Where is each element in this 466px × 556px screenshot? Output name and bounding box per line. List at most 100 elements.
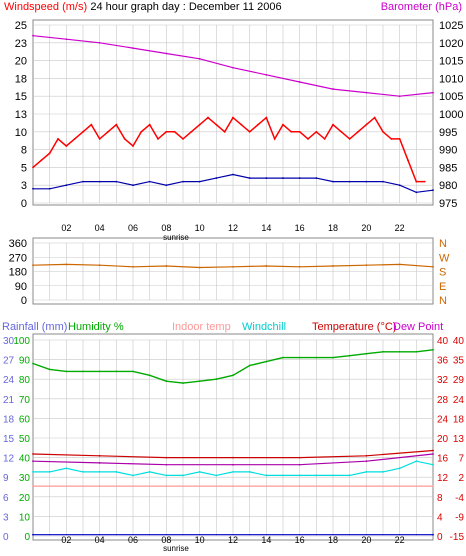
indoor-temp-line-point xyxy=(365,485,368,488)
average-wind-line-point xyxy=(315,177,318,179)
y-tick-rainfall: 9 xyxy=(3,473,9,484)
y-tick-windspeed: 23 xyxy=(15,38,27,50)
windspeed-axis-label: Windspeed (m/s) xyxy=(4,1,87,13)
windchill-line-point xyxy=(382,470,384,473)
panel-direction-frame xyxy=(32,237,434,305)
indoor-temp-line-point xyxy=(232,485,234,488)
windspeed-line xyxy=(32,116,425,183)
y-tick-compass: N xyxy=(439,238,447,250)
windchill-line-point xyxy=(265,474,268,477)
y-tick-humidity: 40 xyxy=(19,454,31,465)
windchill-line-point xyxy=(98,470,101,473)
windspeed-line-point xyxy=(390,138,393,140)
barometer-line-point xyxy=(398,95,401,98)
windspeed-line-point xyxy=(157,138,159,140)
legend-humidity: Humidity % xyxy=(68,321,124,333)
y-tick-rainfall: 18 xyxy=(3,414,15,425)
y-tick-direction: 90 xyxy=(15,281,27,293)
y-tick-temp-c: 20 xyxy=(437,434,449,445)
legend-dew-point: Dew Point xyxy=(393,321,443,333)
panel-wind-ticks: 2523201815131085301025102010151010100510… xyxy=(15,20,464,233)
average-wind-line-point xyxy=(82,180,84,183)
barometer-line-point xyxy=(98,41,101,44)
y-tick-humidity: 10 xyxy=(19,512,31,523)
windspeed-line-point xyxy=(165,130,168,133)
y-tick-rainfall: 15 xyxy=(3,434,15,445)
y-tick-rainfall: 12 xyxy=(3,454,15,465)
x-tick-label: 10 xyxy=(195,223,205,233)
average-wind-line-point xyxy=(248,177,251,179)
panel-direction-series xyxy=(32,263,434,269)
windspeed-line-point xyxy=(415,180,418,183)
x-tick-label: 08 xyxy=(161,535,171,545)
y-tick-temp: 2 xyxy=(458,473,464,484)
x-tick-label: 12 xyxy=(228,535,238,545)
humidity-line-point xyxy=(82,370,84,373)
y-tick-temp-c: 8 xyxy=(437,493,443,504)
y-tick-compass: E xyxy=(439,281,446,293)
dew-point-line-point xyxy=(232,463,234,466)
windspeed-line-point xyxy=(307,138,309,140)
wind-direction-line-point xyxy=(232,265,234,268)
y-tick-barometer: 995 xyxy=(439,127,457,139)
humidity-line-point xyxy=(432,348,434,351)
windchill-line-point xyxy=(415,460,418,463)
windspeed-line-point xyxy=(132,145,134,147)
y-tick-temp: 24 xyxy=(453,395,465,406)
temperature-c-line-point xyxy=(232,456,234,459)
windspeed-line-point xyxy=(223,130,226,133)
x-tick-label: 10 xyxy=(195,535,205,545)
humidity-line-point xyxy=(282,356,284,359)
wind-direction-line-point xyxy=(65,263,68,266)
barometer-line-point xyxy=(65,38,68,41)
windspeed-line-point xyxy=(190,130,193,133)
rainfall-mm-line-point xyxy=(32,533,34,536)
y-tick-rainfall: 3 xyxy=(3,512,9,523)
windspeed-line-point xyxy=(207,116,209,119)
chart-title: 24 hour graph day : December 11 2006 xyxy=(90,1,281,13)
average-wind-line-point xyxy=(415,191,418,194)
windspeed-line-point xyxy=(323,138,326,140)
windspeed-line-point xyxy=(340,130,343,133)
average-wind-line-point xyxy=(165,184,168,187)
indoor-temp-line-point xyxy=(98,485,101,488)
humidity-line-point xyxy=(115,370,118,373)
windchill-line-point xyxy=(432,463,434,466)
y-tick-barometer: 1020 xyxy=(439,38,463,50)
y-tick-barometer: 1005 xyxy=(439,91,463,103)
y-tick-rainfall: 0 xyxy=(3,532,9,543)
dew-point-line-point xyxy=(32,460,34,463)
windchill-line-point xyxy=(332,474,334,477)
y-tick-windspeed: 20 xyxy=(15,56,27,68)
windspeed-line-point xyxy=(32,166,34,169)
humidity-line-point xyxy=(32,362,34,365)
indoor-temp-line-point xyxy=(32,485,34,488)
dew-point-line-point xyxy=(98,462,101,464)
y-tick-humidity: 50 xyxy=(19,434,31,445)
humidity-line-point xyxy=(332,356,334,359)
temperature-c-line-point xyxy=(98,454,101,457)
y-tick-temp-c: 16 xyxy=(437,454,449,465)
x-tick-label: 02 xyxy=(61,223,71,233)
humidity-line-point xyxy=(382,350,384,353)
y-tick-humidity: 30 xyxy=(19,473,31,484)
average-wind-line-point xyxy=(282,177,284,179)
x-tick-label: 06 xyxy=(128,535,138,545)
y-tick-windspeed: 25 xyxy=(15,20,27,32)
y-tick-compass: W xyxy=(439,252,450,264)
windspeed-line-point xyxy=(215,123,218,126)
indoor-temp-line-point xyxy=(298,485,301,488)
y-tick-barometer: 1025 xyxy=(439,20,463,32)
y-tick-windspeed: 8 xyxy=(21,145,27,157)
x-tick-label: 04 xyxy=(95,535,105,545)
y-tick-windspeed: 13 xyxy=(15,109,27,121)
barometer-axis-label: Barometer (hPa) xyxy=(381,1,462,13)
windchill-line-point xyxy=(198,470,201,473)
y-tick-temp: 40 xyxy=(453,336,465,347)
y-tick-barometer: 980 xyxy=(439,180,457,192)
y-tick-rainfall: 21 xyxy=(3,395,15,406)
average-wind-line-point xyxy=(365,180,368,183)
average-wind-line-point xyxy=(382,180,384,183)
